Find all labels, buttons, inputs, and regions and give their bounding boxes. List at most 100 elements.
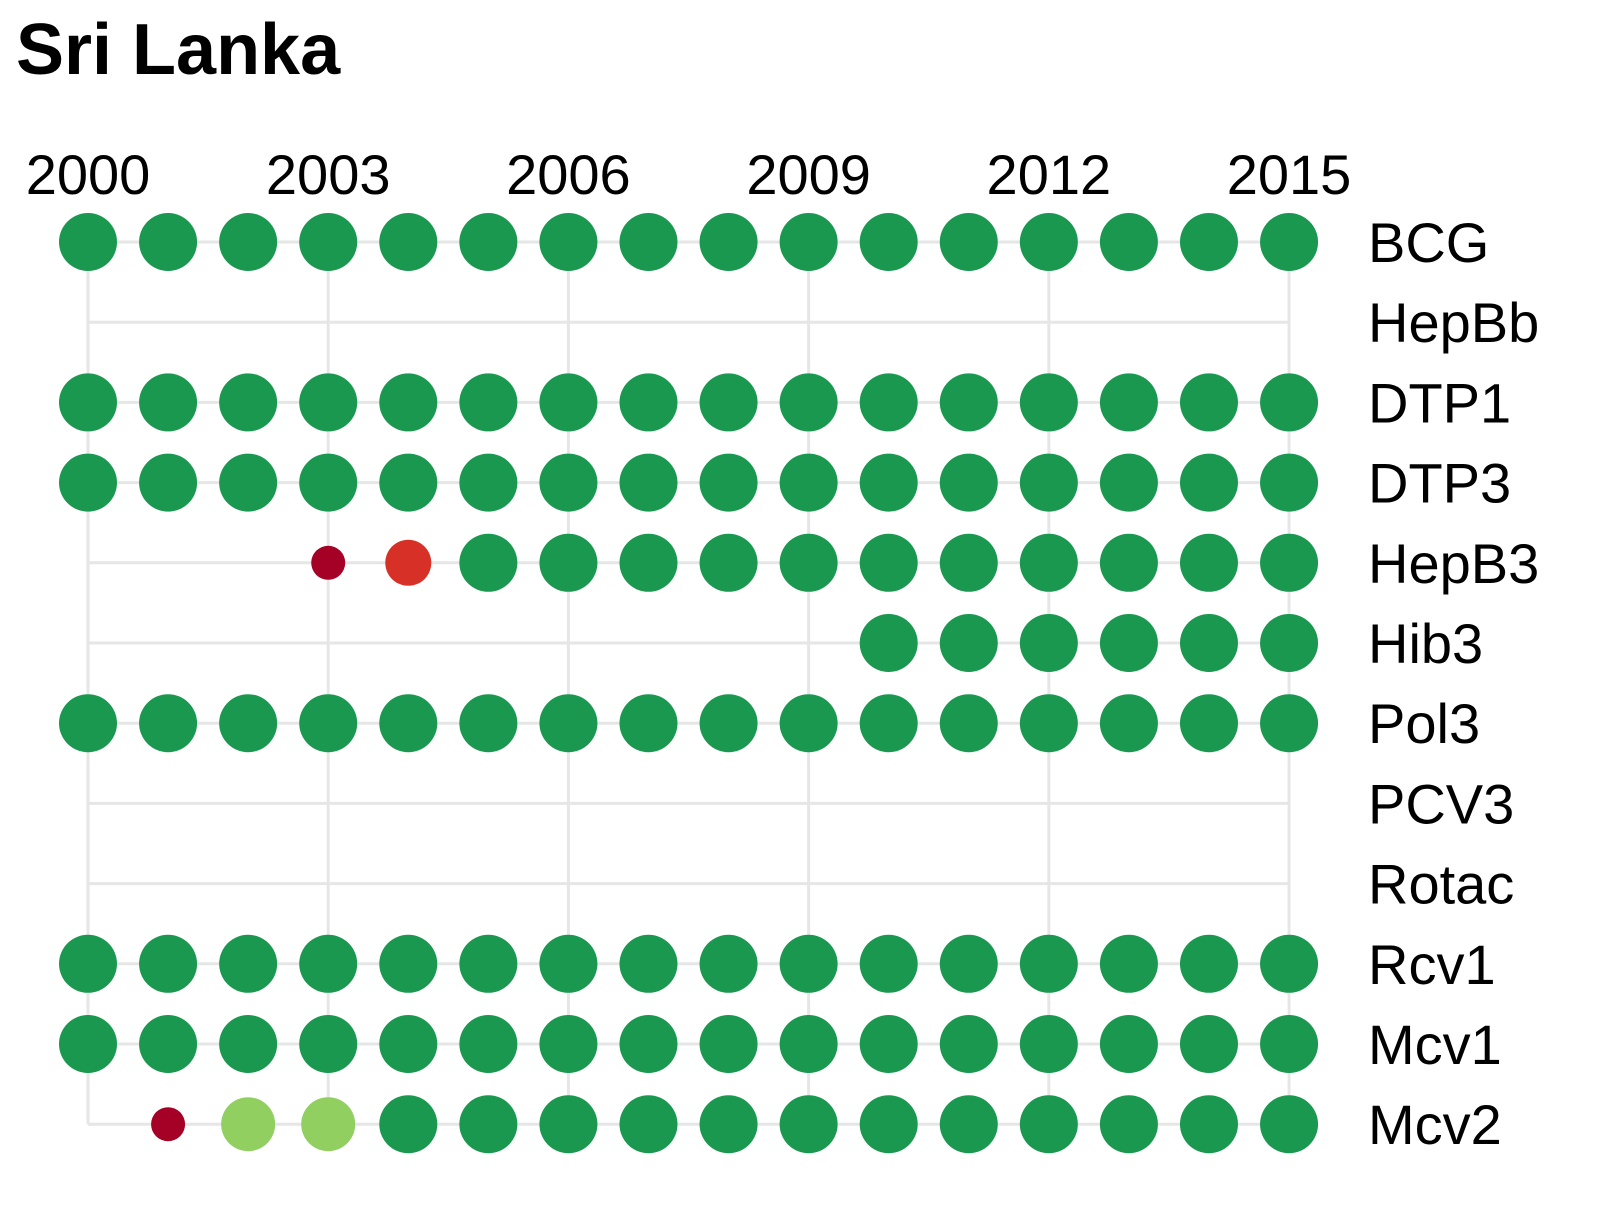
point-mcv2-2007: [619, 1095, 678, 1154]
point-mcv1-2004: [379, 1015, 438, 1073]
point-dtp3-2004: [379, 453, 438, 512]
point-bcg-2013: [1099, 213, 1158, 271]
point-dtp1-2005: [459, 373, 518, 432]
point-hepb3-2007: [619, 533, 678, 592]
point-pol3-2014: [1179, 694, 1238, 753]
point-bcg-2005: [459, 213, 518, 271]
point-dtp3-2012: [1019, 453, 1078, 512]
point-mcv1-2006: [539, 1015, 598, 1073]
point-dtp1-2013: [1099, 373, 1158, 432]
point-bcg-2006: [539, 213, 598, 271]
point-dtp1-2008: [699, 373, 758, 432]
point-dtp1-2012: [1019, 373, 1078, 432]
point-bcg-2014: [1179, 213, 1238, 271]
point-pol3-2004: [379, 694, 438, 753]
point-mcv1-2011: [939, 1015, 998, 1073]
point-dtp3-2006: [539, 453, 598, 512]
point-rcv1-2011: [939, 934, 998, 993]
point-dtp1-2000: [59, 373, 117, 432]
point-rcv1-2004: [379, 934, 438, 993]
point-hib3-2015: [1260, 614, 1319, 672]
row-label-mcv1: Mcv1: [1368, 1013, 1502, 1076]
point-mcv2-2008: [699, 1095, 758, 1154]
point-mcv2-2013: [1099, 1095, 1158, 1154]
point-bcg-2007: [619, 213, 678, 271]
point-dtp1-2001: [139, 373, 198, 432]
point-dtp3-2015: [1260, 453, 1319, 512]
point-bcg-2004: [379, 213, 438, 271]
point-rcv1-2013: [1099, 934, 1158, 993]
point-dtp3-2002: [219, 453, 278, 512]
point-dtp3-2014: [1179, 453, 1238, 512]
x-axis-ticks: 2000 2003 2006 2009 2012 2015: [26, 143, 1352, 206]
point-pol3-2013: [1099, 694, 1158, 753]
point-pol3-2008: [699, 694, 758, 753]
x-tick-label: 2006: [506, 143, 631, 206]
chart-title: Sri Lanka: [16, 10, 341, 90]
point-pol3-2012: [1019, 694, 1078, 753]
point-rcv1-2005: [459, 934, 518, 993]
point-dtp3-2000: [59, 453, 117, 512]
point-dtp1-2003: [299, 373, 358, 432]
point-hib3-2013: [1099, 614, 1158, 672]
point-pol3-2002: [219, 694, 278, 753]
point-dtp1-2006: [539, 373, 598, 432]
point-rcv1-2000: [59, 934, 117, 993]
point-dtp3-2011: [939, 453, 998, 512]
point-mcv2-2010: [859, 1095, 918, 1154]
point-dtp1-2014: [1179, 373, 1238, 432]
point-bcg-2011: [939, 213, 998, 271]
row-label-bcg: BCG: [1368, 211, 1489, 274]
point-dtp1-2002: [219, 373, 278, 432]
point-dtp1-2007: [619, 373, 678, 432]
point-hepb3-2014: [1179, 533, 1238, 592]
point-pol3-2007: [619, 694, 678, 753]
point-pol3-2015: [1260, 694, 1319, 753]
point-rcv1-2001: [139, 934, 198, 993]
point-hepb3-2005: [459, 533, 518, 592]
point-mcv1-2015: [1260, 1015, 1319, 1073]
point-bcg-2001: [139, 213, 198, 271]
point-pol3-2001: [139, 694, 198, 753]
x-tick-label: 2000: [26, 143, 151, 206]
point-mcv1-2003: [299, 1015, 358, 1073]
point-pol3-2003: [299, 694, 358, 753]
row-label-hepb3: HepB3: [1368, 532, 1539, 595]
point-mcv2-2015: [1260, 1095, 1319, 1154]
point-pol3-2010: [859, 694, 918, 753]
point-mcv1-2001: [139, 1015, 198, 1073]
row-label-pol3: Pol3: [1368, 692, 1480, 755]
point-mcv2-2014: [1179, 1095, 1238, 1154]
x-tick-label: 2009: [746, 143, 871, 206]
point-hib3-2011: [939, 614, 998, 672]
point-dtp3-2003: [299, 453, 358, 512]
point-hepb3-2009: [779, 533, 838, 592]
point-bcg-2015: [1260, 213, 1319, 271]
point-mcv2-2004: [379, 1095, 438, 1154]
point-dtp3-2013: [1099, 453, 1158, 512]
row-label-mcv2: Mcv2: [1368, 1093, 1502, 1156]
point-pol3-2009: [779, 694, 838, 753]
row-label-dtp3: DTP3: [1368, 452, 1511, 515]
point-mcv1-2007: [619, 1015, 678, 1073]
point-bcg-2010: [859, 213, 918, 271]
point-hepb3-2011: [939, 533, 998, 592]
point-hib3-2012: [1019, 614, 1078, 672]
point-mcv1-2013: [1099, 1015, 1158, 1073]
point-dtp3-2005: [459, 453, 518, 512]
point-bcg-2000: [59, 213, 117, 271]
point-mcv1-2010: [859, 1015, 918, 1073]
point-rcv1-2002: [219, 934, 278, 993]
point-dtp1-2004: [379, 373, 438, 432]
row-label-rotac: Rotac: [1368, 853, 1514, 916]
point-mcv2-2001: [151, 1107, 186, 1142]
point-hepb3-2008: [699, 533, 758, 592]
point-bcg-2012: [1019, 213, 1078, 271]
point-bcg-2002: [219, 213, 278, 271]
x-tick-label: 2015: [1227, 143, 1352, 206]
row-label-rcv1: Rcv1: [1368, 933, 1496, 996]
point-hepb3-2006: [539, 533, 598, 592]
point-mcv2-2005: [459, 1095, 518, 1154]
point-hepb3-2013: [1099, 533, 1158, 592]
x-tick-label: 2003: [266, 143, 391, 206]
